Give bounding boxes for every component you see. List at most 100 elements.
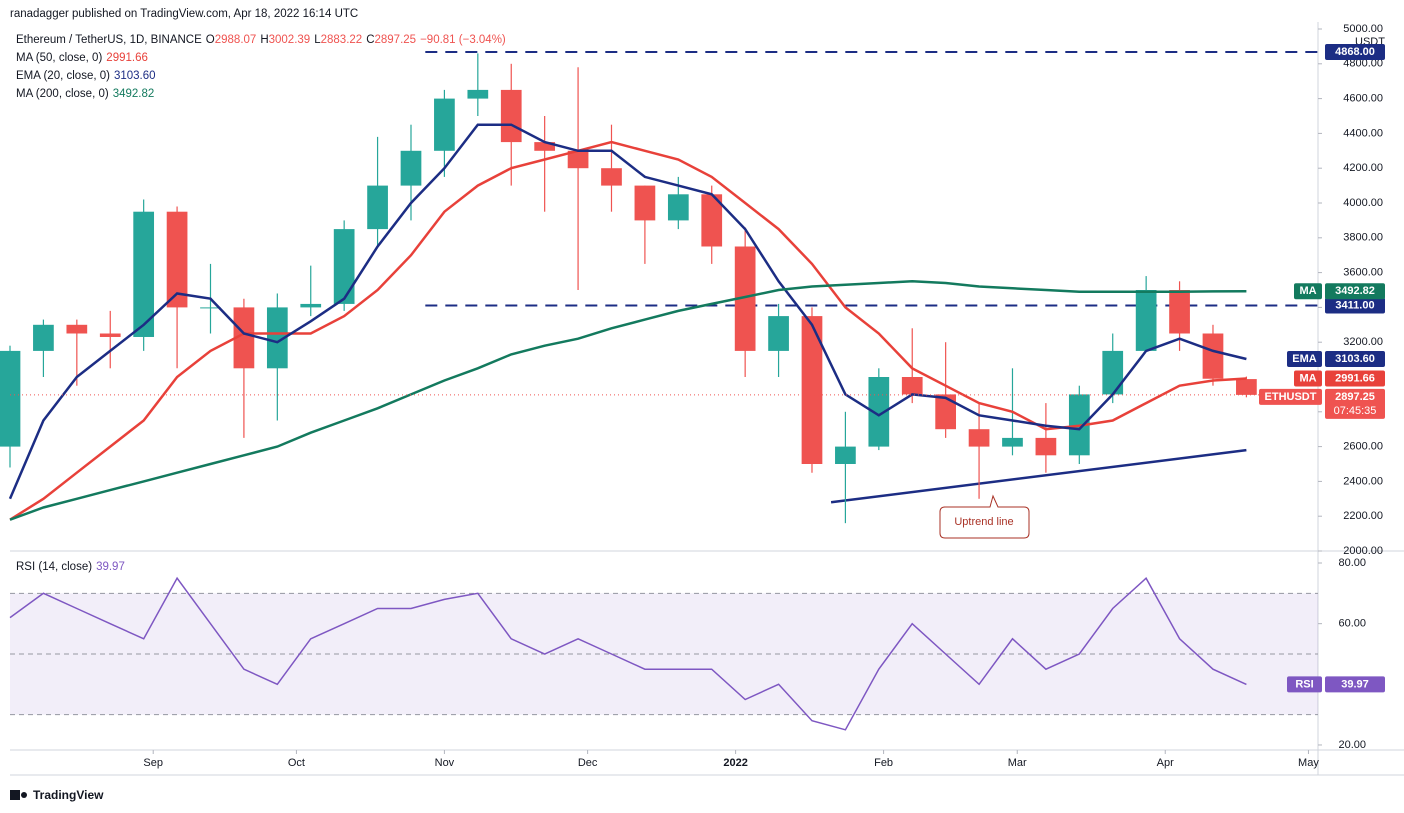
candle-body — [1102, 350, 1124, 395]
ohlc-key: O — [205, 34, 215, 46]
candle-body — [768, 316, 789, 351]
candle-body — [835, 446, 856, 464]
y-tick-label: 3200.00 — [1343, 336, 1383, 348]
candle-body — [33, 324, 54, 351]
tag-name-box — [1259, 388, 1322, 405]
candle-body — [901, 377, 923, 395]
candle-body — [1236, 379, 1257, 395]
rsi-line — [9, 576, 1247, 731]
rsi-tick-label: 60.00 — [1338, 618, 1366, 630]
candle-body — [935, 394, 957, 430]
candle-body — [133, 211, 155, 337]
candle-body — [467, 89, 489, 99]
ohlc-value: 2897.25 — [374, 34, 417, 46]
tag-name: ETHUSDT — [1265, 391, 1317, 403]
legend-value: 3492.82 — [112, 88, 155, 100]
legend-title: Ethereum / TetherUS, 1D, BINANCE — [16, 34, 202, 46]
y-tick-label: 4000.00 — [1343, 197, 1383, 209]
y-tick-label: 5000.00 — [1343, 23, 1383, 35]
ohlc-key: C — [366, 34, 375, 46]
legend-row: MA (50, close, 0) 2991.66 — [16, 52, 152, 64]
y-tick-label: 4600.00 — [1343, 93, 1383, 105]
price-tag-value: 2897.25 — [1335, 391, 1375, 403]
legend-name: RSI (14, close) — [16, 561, 93, 573]
x-tick-label: May — [1298, 757, 1319, 769]
y-tick-label: 4200.00 — [1343, 162, 1383, 174]
price-tag — [1325, 43, 1385, 60]
candle-body — [701, 194, 723, 247]
legend-value: 39.97 — [96, 561, 125, 573]
tag-name-box — [1287, 350, 1322, 367]
candle-body — [567, 150, 589, 169]
change: −90.81 (−3.04%) — [420, 34, 506, 46]
x-tick-label: Mar — [1008, 757, 1027, 769]
price-tag-value: 3492.82 — [1335, 285, 1375, 297]
countdown: 07:45:35 — [1334, 405, 1377, 417]
ohlc-value: 3002.39 — [268, 34, 311, 46]
candle-body — [400, 150, 422, 186]
tag-name: MA — [1299, 285, 1316, 297]
rsi-tick-label: 80.00 — [1338, 557, 1366, 569]
ma-line — [9, 280, 1247, 521]
tag-name: RSI — [1295, 678, 1313, 690]
ma-line — [8, 123, 1247, 500]
rsi-tick-label: 20.00 — [1338, 739, 1366, 751]
candle-body — [500, 89, 522, 143]
candle-body — [1135, 290, 1157, 351]
price-tag — [1325, 297, 1385, 314]
publisher: ranadagger published on TradingView.com,… — [10, 8, 358, 20]
trendline — [830, 448, 1247, 504]
candle-body — [266, 307, 288, 369]
candle-body — [634, 185, 656, 221]
ohlc-value: 2883.22 — [320, 34, 363, 46]
y-tick-label: 2000.00 — [1343, 545, 1383, 557]
candle-body — [434, 98, 455, 151]
x-tick-label: Sep — [143, 757, 163, 769]
candle-body — [333, 229, 355, 304]
candle-body — [300, 303, 322, 308]
candle-body — [166, 211, 188, 308]
x-tick-label: Apr — [1157, 757, 1174, 769]
candle-body — [66, 324, 88, 334]
x-tick-label: Oct — [288, 757, 305, 769]
y-tick-label: 2400.00 — [1343, 475, 1383, 487]
legend-name: EMA (20, close, 0) — [16, 70, 110, 82]
tag-name: EMA — [1292, 353, 1317, 365]
price-tag — [1325, 370, 1385, 387]
price-tag-value: 3103.60 — [1335, 353, 1375, 365]
candle-body — [367, 185, 388, 230]
tag-name-box — [1294, 370, 1322, 387]
candle-body — [233, 307, 255, 369]
candle-body — [1169, 290, 1190, 334]
ma-line — [9, 140, 1247, 521]
brand: TradingView — [33, 788, 104, 802]
ohlc-key: L — [314, 34, 321, 46]
tag-name: MA — [1299, 372, 1316, 384]
candle-body — [601, 168, 622, 186]
candle-body — [667, 194, 689, 221]
tag-name-box — [1294, 283, 1322, 300]
annotation: Uptrend line — [954, 516, 1013, 528]
x-tick-label: Nov — [435, 757, 455, 769]
candle-body — [734, 246, 756, 351]
y-tick-label: 4400.00 — [1343, 127, 1383, 139]
legend-name: MA (50, close, 0) — [16, 52, 103, 64]
legend-value: 2991.66 — [106, 52, 148, 64]
price-tag-value: 3411.00 — [1335, 299, 1374, 311]
legend-row: RSI (14, close) 39.97 — [16, 561, 129, 573]
candle-body — [200, 307, 221, 309]
y-tick-label: 4800.00 — [1343, 58, 1383, 70]
x-tick-label: Feb — [874, 757, 893, 769]
legend-row: EMA (20, close, 0) 3103.60 — [16, 70, 160, 82]
legend-name: MA (200, close, 0) — [16, 88, 109, 100]
candle-body — [1002, 437, 1023, 447]
price-tag-value: 39.97 — [1341, 678, 1369, 690]
legend-value: 3103.60 — [113, 70, 156, 82]
candle-body — [534, 142, 556, 151]
candle-body — [1035, 437, 1057, 456]
price-tag — [1325, 676, 1385, 693]
x-tick-label: Dec — [578, 757, 598, 769]
